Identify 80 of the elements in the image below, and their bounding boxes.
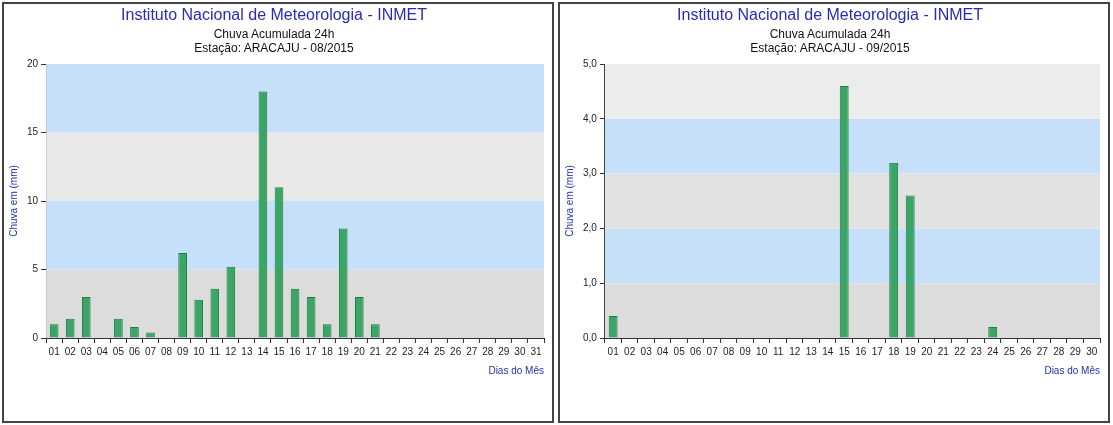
x-tick-label: 14 — [257, 345, 269, 357]
x-tick-label: 15 — [838, 345, 851, 357]
x-tick-label: 28 — [482, 345, 494, 357]
x-tick-label: 21 — [937, 345, 950, 357]
x-axis-title: Dias do Mês — [1044, 364, 1100, 376]
x-tick-label: 08 — [161, 345, 173, 357]
x-tick-label: 09 — [739, 345, 752, 357]
x-tick-label: 16 — [289, 345, 302, 357]
y-tick-label: 2,0 — [583, 222, 598, 234]
x-tick-label: 01 — [48, 345, 61, 357]
y-axis-title: Chuva em (mm) — [7, 165, 19, 237]
x-tick-label: 03 — [640, 345, 653, 357]
x-tick-label: 14 — [822, 345, 834, 357]
x-tick-label: 06 — [128, 345, 141, 357]
y-tick-label: 0,0 — [583, 331, 598, 343]
x-tick-label: 27 — [1036, 345, 1049, 357]
x-tick-label: 25 — [434, 345, 446, 357]
x-tick-label: 12 — [225, 345, 237, 357]
x-tick-label: 10 — [756, 345, 768, 357]
x-tick-label: 15 — [273, 345, 285, 357]
x-tick-label: 27 — [466, 345, 478, 357]
x-tick-label: 20 — [353, 345, 366, 357]
x-tick-label: 11 — [209, 345, 221, 357]
x-tick-label: 20 — [921, 345, 933, 357]
x-tick-label: 31 — [530, 345, 542, 357]
x-tick-label: 01 — [607, 345, 620, 357]
y-tick-label: 5 — [32, 263, 39, 275]
y-axis-title: Chuva em (mm) — [563, 165, 575, 237]
x-tick-label: 29 — [1069, 345, 1082, 357]
x-tick-label: 22 — [954, 345, 966, 357]
x-tick-label: 12 — [789, 345, 801, 357]
x-tick-label: 05 — [673, 345, 686, 357]
chart-title: Instituto Nacional de Meteorologia - INMET — [121, 6, 428, 24]
x-tick-label: 11 — [772, 345, 784, 357]
x-tick-label: 04 — [96, 345, 109, 357]
x-tick-label: 03 — [80, 345, 93, 357]
x-tick-label: 30 — [1086, 345, 1098, 357]
y-tick-label: 0 — [32, 331, 39, 343]
x-axis-title: Dias do Mês — [488, 364, 544, 376]
x-tick-label: 21 — [369, 345, 382, 357]
x-tick-label: 07 — [144, 345, 157, 357]
x-tick-label: 19 — [904, 345, 917, 357]
x-tick-label: 26 — [1020, 345, 1032, 357]
x-tick-label: 24 — [987, 345, 999, 357]
x-tick-label: 09 — [177, 345, 189, 357]
x-tick-label: 29 — [498, 345, 510, 357]
y-tick-label: 4,0 — [583, 112, 598, 124]
x-tick-label: 05 — [112, 345, 125, 357]
x-tick-label: 19 — [337, 345, 350, 357]
x-tick-label: 18 — [888, 345, 900, 357]
x-tick-label: 23 — [970, 345, 983, 357]
y-tick-label: 1,0 — [583, 276, 598, 288]
x-tick-label: 18 — [321, 345, 334, 357]
x-tick-label: 28 — [1053, 345, 1065, 357]
x-tick-label: 10 — [193, 345, 205, 357]
x-tick-label: 02 — [624, 345, 636, 357]
x-tick-label: 22 — [385, 345, 398, 357]
x-tick-label: 04 — [657, 345, 669, 357]
x-tick-label: 02 — [64, 345, 77, 357]
x-tick-label: 13 — [805, 345, 818, 357]
x-tick-label: 16 — [855, 345, 867, 357]
chart-subtitle: Chuva Acumulada 24h Estação: ARACAJU - 08/2015 — [194, 26, 355, 56]
chart-subtitle: Chuva Acumulada 24h Estação: ARACAJU - 09/2015 — [750, 26, 911, 56]
x-tick-label: 17 — [305, 345, 318, 357]
x-tick-label: 26 — [450, 345, 462, 357]
x-tick-label: 13 — [241, 345, 253, 357]
chart-title: Instituto Nacional de Meteorologia - INMET — [677, 6, 984, 24]
x-tick-label: 30 — [514, 345, 526, 357]
x-tick-label: 06 — [690, 345, 702, 357]
y-tick-label: 5,0 — [583, 57, 598, 69]
x-tick-label: 08 — [723, 345, 735, 357]
y-tick-label: 10 — [27, 194, 39, 206]
x-tick-label: 07 — [706, 345, 719, 357]
y-tick-label: 3,0 — [583, 167, 598, 179]
x-tick-label: 17 — [871, 345, 884, 357]
y-tick-label: 15 — [27, 126, 39, 138]
x-tick-label: 23 — [401, 345, 414, 357]
y-tick-label: 20 — [27, 57, 39, 69]
x-tick-label: 25 — [1003, 345, 1016, 357]
x-tick-label: 24 — [417, 345, 430, 357]
